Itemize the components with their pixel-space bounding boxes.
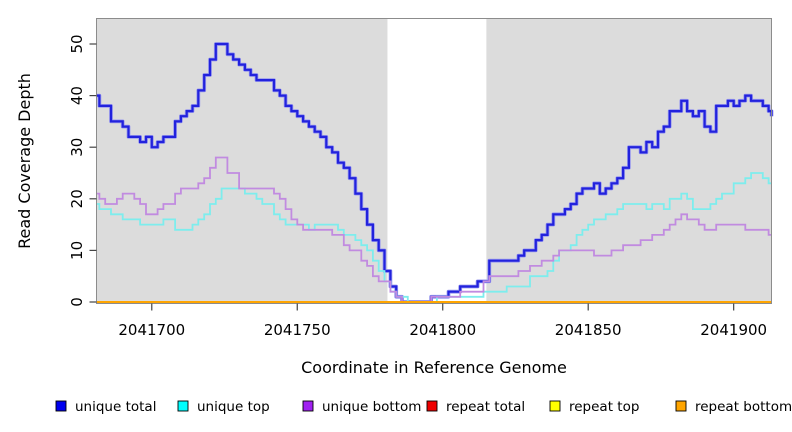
legend-label-repeat-total: repeat total <box>446 399 525 415</box>
panel-border <box>96 18 772 304</box>
legend-item: repeat total <box>426 399 525 415</box>
x-tick-label: 2041700 <box>118 321 185 339</box>
legend-swatch-unique-bottom <box>302 400 314 412</box>
y-tick-label: 40 <box>68 86 86 105</box>
legend-label-repeat-top: repeat top <box>569 399 639 415</box>
x-tick-label: 2041850 <box>555 321 622 339</box>
y-tick-label: 20 <box>68 189 86 208</box>
y-tick-label: 50 <box>68 34 86 53</box>
x-tick-label: 2041750 <box>264 321 331 339</box>
legend-swatch-repeat-total <box>426 400 438 412</box>
legend-label-repeat-bottom: repeat bottom <box>695 399 792 415</box>
coverage-gap-region <box>387 18 487 304</box>
legend-swatch-unique-total <box>55 400 67 412</box>
legend-item: unique bottom <box>302 399 421 415</box>
y-tick-label: 10 <box>68 241 86 260</box>
x-tick-label: 2041900 <box>700 321 767 339</box>
y-axis-title: Read Coverage Depth <box>15 73 34 249</box>
x-axis-title: Coordinate in Reference Genome <box>301 358 567 377</box>
legend-swatch-unique-top <box>177 400 189 412</box>
series-lines <box>96 42 774 304</box>
x-tick-label: 2041800 <box>409 321 476 339</box>
legend-label-unique-top: unique top <box>197 399 270 415</box>
legend-label-unique-bottom: unique bottom <box>322 399 421 415</box>
legend-swatch-repeat-top <box>549 400 561 412</box>
legend-swatch-repeat-bottom <box>675 400 687 412</box>
y-tick-label: 0 <box>68 297 86 307</box>
legend-item: unique top <box>177 399 270 415</box>
legend-item: repeat bottom <box>675 399 792 415</box>
legend-item: repeat top <box>549 399 639 415</box>
y-tick-label: 30 <box>68 138 86 157</box>
legend: unique total unique top unique bottom repea… <box>55 399 792 415</box>
legend-item: unique total <box>55 399 156 415</box>
panel-frame <box>96 18 772 304</box>
plot-panel <box>96 18 772 304</box>
legend-label-unique-total: unique total <box>75 399 156 415</box>
axes: 0 10 20 30 40 50 2041700 2041750 2041800 2041850 2… <box>68 34 767 339</box>
